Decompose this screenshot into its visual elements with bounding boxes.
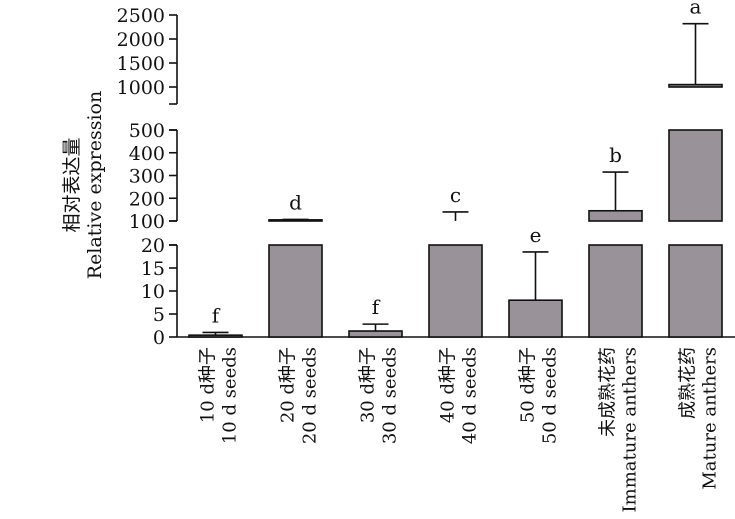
significance-label: b	[609, 143, 622, 167]
category-label-cn: 40 d种子	[438, 347, 459, 423]
y-tick-label: 20	[141, 235, 165, 257]
bar	[508, 299, 563, 338]
y-axis-title-en: Relative expression	[84, 91, 106, 279]
bars: f d f c e b a	[188, 0, 723, 338]
category-label-en: Mature anthers	[700, 347, 721, 490]
y-tick-label: 5	[153, 304, 165, 326]
y-tick-label: 500	[129, 120, 165, 142]
significance-label: c	[450, 183, 461, 207]
category-label-cn: 未成熟花药	[598, 347, 619, 437]
bar-segment	[668, 83, 723, 88]
category-label-cn: 20 d种子	[278, 347, 299, 423]
category-labels: 10 d种子 10 d seeds 20 d种子 20 d seeds 30 d种子 30…	[198, 347, 721, 512]
category-label-en: 50 d seeds	[540, 347, 561, 444]
category-label-en: 30 d seeds	[380, 347, 401, 444]
y-axis-title: 相对表达量 Relative expression	[61, 91, 106, 279]
significance-label: a	[690, 0, 702, 19]
bar	[268, 244, 323, 338]
category-label-en: Immature anthers	[620, 347, 641, 512]
bar-segment	[668, 129, 723, 222]
category-label-en: 40 d seeds	[460, 347, 481, 444]
y-tick-label: 1500	[117, 53, 165, 75]
bar	[188, 334, 243, 338]
significance-label: d	[289, 190, 302, 214]
significance-label: f	[212, 303, 221, 327]
bar	[348, 330, 403, 338]
category-label-cn: 成熟花药	[678, 347, 699, 419]
y-axis-title-cn: 相对表达量	[61, 137, 83, 232]
category-label-cn: 30 d种子	[358, 347, 379, 423]
significance-label: f	[372, 295, 381, 319]
category-label-en: 20 d seeds	[300, 347, 321, 444]
category-label-cn: 50 d种子	[518, 347, 539, 423]
y-tick-label: 10	[141, 281, 165, 303]
bar-segment	[588, 209, 643, 222]
y-tick-label: 200	[129, 188, 165, 210]
bar	[668, 244, 723, 338]
bar	[588, 244, 643, 338]
y-tick-label: 2000	[117, 29, 165, 51]
y-tick-label: 100	[129, 211, 165, 233]
y-tick-label: 0	[153, 327, 165, 349]
bar	[428, 244, 483, 338]
y-tick-label: 2500	[117, 5, 165, 27]
y-tick-label: 300	[129, 166, 165, 188]
significance-label: e	[530, 223, 542, 247]
category-label-en: 10 d seeds	[220, 347, 241, 444]
y-tick-label: 15	[141, 258, 165, 280]
y-tick-label: 400	[129, 143, 165, 165]
y-tick-label: 1000	[117, 77, 165, 99]
category-label-cn: 10 d种子	[198, 347, 219, 423]
